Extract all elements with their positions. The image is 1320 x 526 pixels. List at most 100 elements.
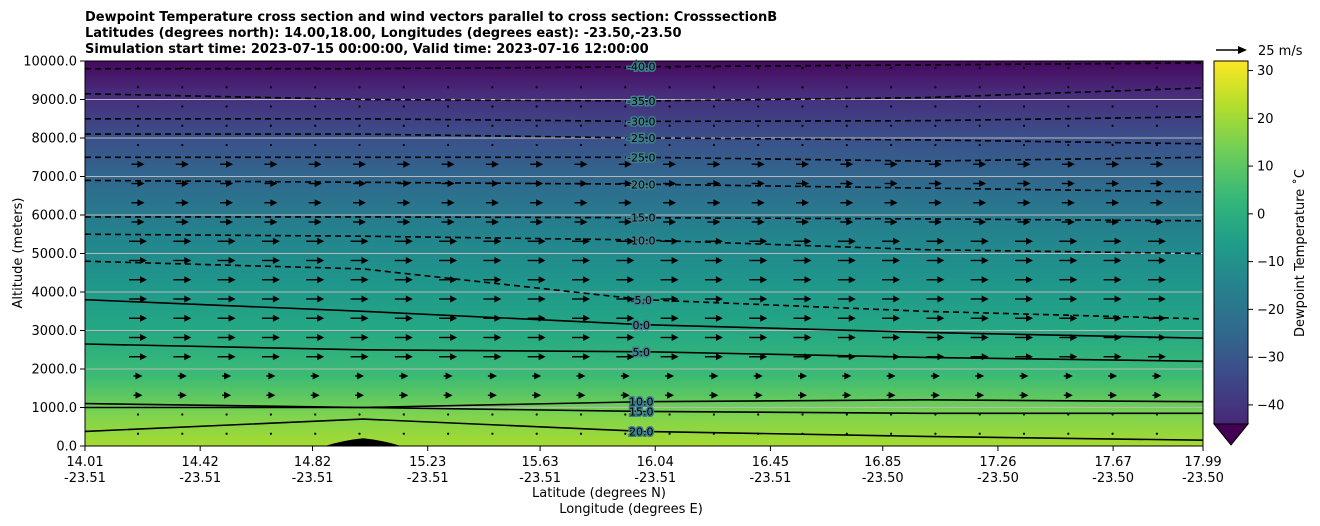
wind-vector-head bbox=[317, 276, 325, 284]
wind-vector bbox=[579, 432, 583, 435]
wind-vector-head bbox=[804, 334, 812, 341]
wind-vector bbox=[447, 105, 450, 108]
wind-vector-head bbox=[489, 372, 497, 380]
wind-vector-head bbox=[844, 391, 852, 399]
wind-vector bbox=[668, 105, 671, 108]
x-tick-label-longitude: -23.51 bbox=[519, 471, 561, 486]
wind-vector-head bbox=[270, 160, 278, 168]
wind-vector-head bbox=[447, 199, 455, 207]
wind-vector bbox=[181, 413, 184, 416]
wind-vector-head bbox=[671, 276, 679, 284]
wind-vector-head bbox=[450, 237, 458, 245]
wind-vector bbox=[314, 124, 317, 127]
wind-vector-head bbox=[272, 353, 280, 361]
wind-vector-head bbox=[715, 257, 723, 264]
wind-vector bbox=[491, 86, 494, 89]
wind-vector bbox=[624, 66, 627, 70]
wind-vector-head bbox=[1067, 180, 1075, 187]
contour-label: 10.0 bbox=[629, 396, 654, 409]
wind-vector-head bbox=[361, 314, 369, 322]
wind-vector-head bbox=[1026, 257, 1033, 264]
wind-vector bbox=[757, 143, 760, 147]
wind-vector-head bbox=[1023, 199, 1031, 207]
wind-vector-head bbox=[755, 372, 763, 380]
y-tick-label: 6000.0 bbox=[32, 209, 78, 224]
y-axis-label: Altitude (meters) bbox=[11, 198, 26, 309]
wind-vector-head bbox=[494, 353, 502, 361]
wind-vector bbox=[1067, 432, 1070, 435]
wind-vector-head bbox=[622, 391, 630, 399]
wind-vector-head bbox=[179, 372, 187, 380]
wind-vector-head bbox=[1065, 372, 1073, 380]
wind-vector-head bbox=[1112, 160, 1120, 168]
wind-vector bbox=[757, 124, 760, 127]
wind-vector-head bbox=[447, 160, 455, 168]
wind-vector bbox=[1022, 143, 1026, 147]
wind-vector bbox=[1155, 66, 1158, 70]
y-tick-label: 2000.0 bbox=[32, 363, 78, 378]
wind-vector-head bbox=[1114, 276, 1122, 284]
wind-vector bbox=[890, 66, 893, 70]
wind-vector-head bbox=[1114, 353, 1122, 361]
wind-vector bbox=[491, 432, 494, 435]
wind-vector bbox=[712, 105, 716, 108]
wind-vector bbox=[934, 413, 937, 416]
wind-vector-head bbox=[450, 257, 458, 264]
wind-vector-head bbox=[450, 314, 458, 322]
wind-vector bbox=[934, 66, 937, 70]
wind-vector-head bbox=[667, 391, 675, 399]
wind-vector-head bbox=[314, 160, 322, 168]
wind-vector-head bbox=[538, 295, 546, 303]
colorbar-extend-min-triangle bbox=[1212, 423, 1250, 446]
wind-vector-head bbox=[1158, 314, 1166, 322]
wind-vector-head bbox=[981, 314, 989, 322]
wind-vector-head bbox=[760, 334, 768, 341]
wind-vector bbox=[269, 413, 272, 416]
wind-vector bbox=[579, 413, 583, 416]
wind-vector-head bbox=[450, 334, 458, 341]
wind-vector-head bbox=[1067, 218, 1075, 226]
wind-vector-head bbox=[228, 257, 236, 264]
contour-line bbox=[85, 87, 1203, 102]
wind-vector-head bbox=[713, 180, 721, 187]
colorbar-tick-label: −10 bbox=[1257, 255, 1284, 270]
wind-vector-head bbox=[580, 160, 588, 168]
wind-vector bbox=[402, 432, 405, 435]
quiver-key-label: 25 m/s bbox=[1258, 44, 1303, 59]
wind-vector-head bbox=[401, 391, 409, 399]
x-tick-label-latitude: 15.23 bbox=[409, 455, 446, 470]
wind-vector-head bbox=[494, 237, 502, 245]
wind-vector-head bbox=[1156, 180, 1164, 187]
wind-vector-head bbox=[272, 237, 280, 245]
wind-vector-head bbox=[447, 180, 455, 187]
wind-vector-head bbox=[228, 276, 236, 284]
wind-vector bbox=[181, 86, 184, 89]
wind-vector-head bbox=[580, 199, 588, 207]
wind-vector-head bbox=[760, 353, 768, 361]
wind-vector-head bbox=[671, 237, 679, 245]
wind-vector bbox=[579, 86, 583, 89]
wind-vector-head bbox=[848, 314, 856, 322]
wind-vector-head bbox=[580, 218, 588, 226]
wind-vector-head bbox=[1158, 237, 1166, 245]
wind-vectors bbox=[129, 66, 1166, 435]
quiver-key-arrowhead bbox=[1238, 46, 1247, 54]
wind-vector bbox=[624, 432, 627, 435]
contour-lines bbox=[85, 62, 1203, 441]
wind-vector bbox=[978, 86, 981, 89]
wind-vector-head bbox=[1114, 257, 1122, 264]
wind-vector bbox=[136, 66, 140, 70]
wind-vector-head bbox=[359, 160, 366, 168]
wind-vector-head bbox=[312, 391, 320, 399]
contour-label: 0.0 bbox=[632, 319, 650, 332]
wind-vector bbox=[136, 432, 140, 435]
wind-vector-head bbox=[405, 353, 413, 361]
wind-vector bbox=[668, 413, 671, 416]
wind-vector-head bbox=[445, 372, 453, 380]
contour-line bbox=[85, 233, 1203, 255]
wind-vector-head bbox=[226, 218, 234, 226]
wind-vector-head bbox=[671, 295, 679, 303]
wind-vector-head bbox=[583, 314, 590, 322]
wind-vector-head bbox=[893, 257, 901, 264]
wind-vector-head bbox=[1026, 353, 1033, 361]
